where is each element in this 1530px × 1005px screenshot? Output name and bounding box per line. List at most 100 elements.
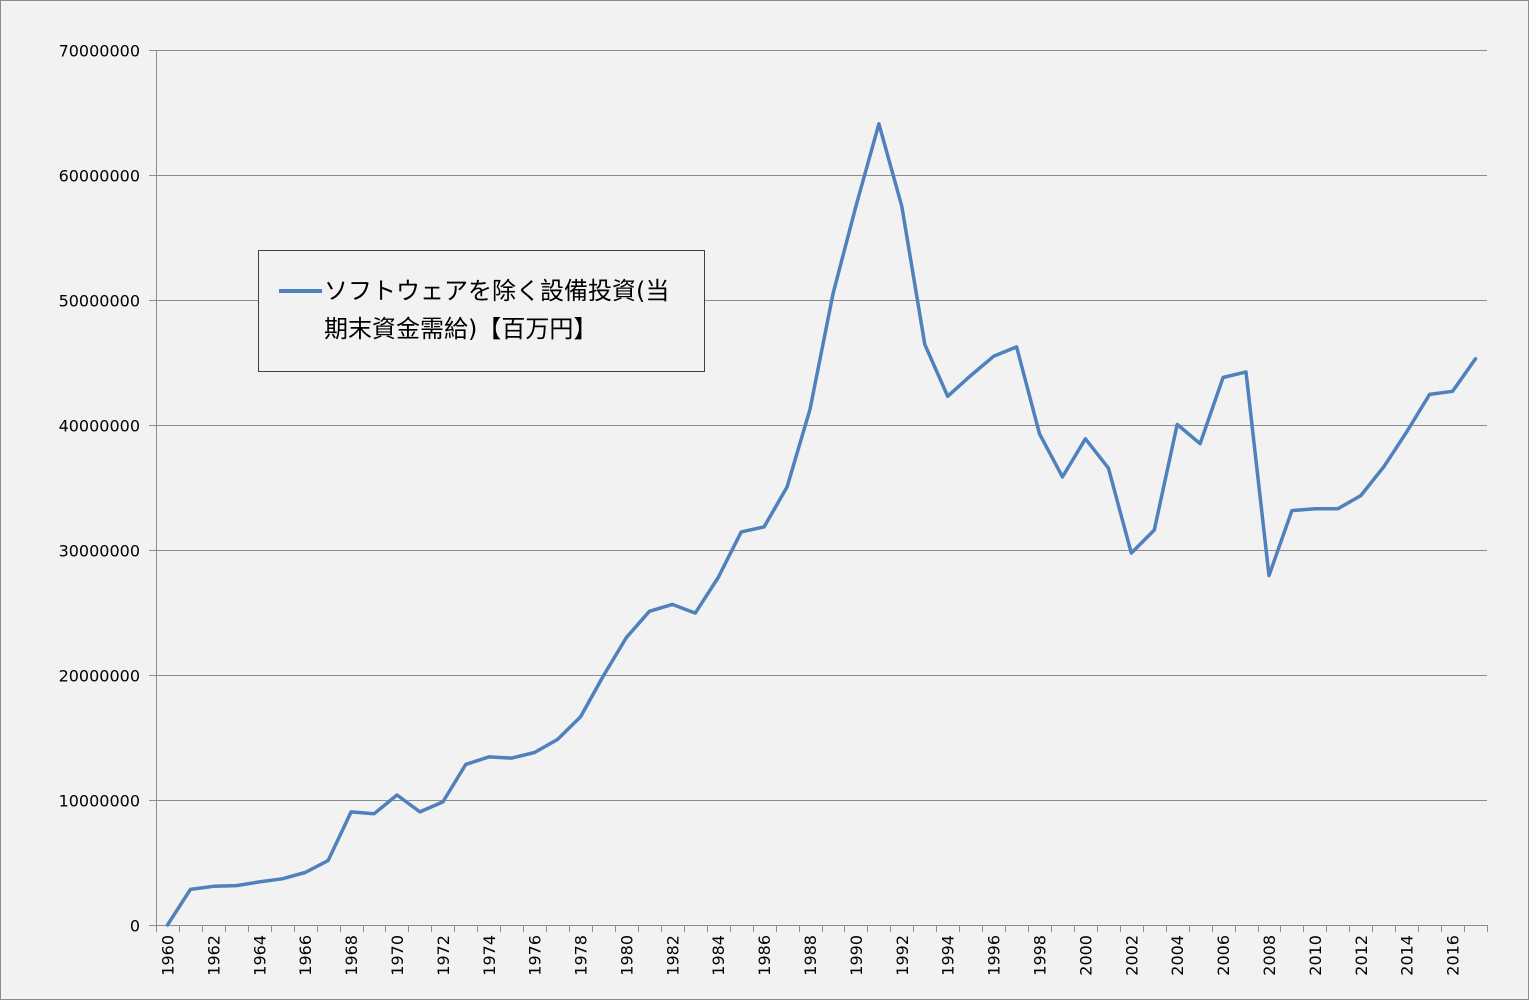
data-point	[533, 751, 536, 754]
legend: ソフトウェアを除く設備投資(当 期末資金需給)【百万円】	[258, 250, 705, 372]
x-tick-label: 1988	[801, 935, 820, 976]
x-tick-label: 2012	[1352, 935, 1371, 976]
data-point	[969, 374, 972, 377]
x-tick-label: 1976	[526, 935, 545, 976]
data-point	[923, 343, 926, 346]
data-point	[831, 292, 835, 295]
data-point	[900, 205, 903, 208]
y-tick-label: 0	[130, 917, 140, 936]
series-lines	[165, 122, 1478, 927]
data-point	[212, 885, 215, 888]
data-point	[1084, 437, 1087, 440]
x-tick-label: 1984	[709, 935, 728, 976]
data-point	[1198, 442, 1202, 445]
y-tick-label: 70000000	[59, 42, 140, 61]
data-point	[1107, 466, 1110, 470]
legend-box	[258, 250, 705, 372]
data-point	[418, 810, 422, 814]
data-point	[671, 603, 674, 606]
x-tick-label: 2000	[1076, 935, 1095, 976]
data-point	[349, 810, 353, 814]
data-point	[1176, 423, 1179, 426]
x-tick-label: 1992	[893, 935, 912, 976]
y-tick-label: 20000000	[59, 667, 140, 686]
data-point	[556, 738, 559, 741]
x-tick-label: 1964	[250, 935, 269, 976]
data-point	[854, 205, 858, 208]
x-tick-label: 2008	[1260, 935, 1279, 976]
data-point	[1474, 357, 1477, 360]
data-point	[762, 525, 766, 529]
data-point	[1359, 494, 1363, 497]
legend-label-line-2: 期末資金需給)【百万円】	[324, 315, 597, 343]
x-tick-label: 2002	[1122, 935, 1141, 976]
data-point	[395, 793, 399, 797]
data-point	[1267, 574, 1271, 577]
x-tick-label: 1968	[342, 935, 361, 976]
x-tick-label: 1974	[480, 935, 499, 976]
x-tick-label: 1972	[434, 935, 453, 976]
x-tick-label: 1986	[755, 935, 774, 976]
data-point	[189, 888, 192, 891]
y-tick-label: 60000000	[59, 167, 140, 186]
x-tick-label: 1966	[296, 935, 315, 976]
data-point	[1451, 390, 1454, 393]
data-point	[1428, 393, 1431, 396]
x-tick-label: 2010	[1306, 935, 1325, 976]
x-tick-label: 1980	[617, 935, 636, 976]
x-tick-label: 1990	[847, 935, 866, 976]
data-point	[1061, 475, 1064, 479]
data-point	[1153, 528, 1156, 532]
data-point	[1405, 430, 1408, 434]
x-tick-label: 2006	[1214, 935, 1233, 976]
data-point	[877, 122, 881, 126]
x-tick-label: 1978	[572, 935, 591, 976]
axes	[149, 50, 1488, 932]
x-tick-label: 1994	[939, 935, 958, 976]
data-point	[1015, 345, 1018, 349]
data-point	[1130, 551, 1133, 555]
data-point	[785, 485, 789, 489]
y-tick-label: 10000000	[59, 792, 140, 811]
data-point	[1313, 507, 1317, 510]
x-tick-label: 1970	[388, 935, 407, 976]
data-point	[1221, 376, 1225, 379]
data-point	[717, 576, 720, 579]
x-tick-label: 2004	[1168, 935, 1187, 976]
data-point	[579, 715, 582, 719]
data-point	[441, 800, 445, 804]
y-tick-label: 40000000	[59, 417, 140, 436]
y-tick-label: 50000000	[59, 292, 140, 311]
x-tick-label: 1998	[1031, 935, 1050, 976]
data-point	[1244, 370, 1248, 374]
data-point	[808, 408, 812, 411]
data-point	[602, 674, 605, 677]
x-tick-label: 1962	[204, 935, 223, 976]
data-point	[326, 859, 330, 862]
y-tick-label: 30000000	[59, 542, 140, 561]
x-tick-label: 1996	[985, 935, 1004, 976]
data-point	[487, 755, 490, 759]
x-tick-label: 2014	[1398, 935, 1417, 976]
data-point	[694, 611, 697, 615]
data-point	[258, 880, 261, 884]
data-point	[648, 610, 651, 613]
data-point	[166, 923, 169, 927]
data-point	[235, 884, 238, 887]
data-point	[1038, 432, 1041, 435]
x-tick-label: 1982	[663, 935, 682, 976]
x-tick-labels: 1960 1962 1964 1966 1968 1970 1972 1974 1976 1978…	[158, 935, 1462, 976]
legend-label-line-1: ソフトウェアを除く設備投資(当	[324, 277, 669, 305]
y-tick-labels: 0 10000000 20000000 30000000 40000000 5000000…	[59, 42, 140, 936]
data-point	[464, 763, 467, 766]
series-line-0	[165, 122, 1478, 927]
x-tick-label: 1960	[158, 935, 177, 976]
x-tick-label: 2016	[1444, 935, 1463, 976]
data-point	[304, 871, 307, 874]
data-point	[625, 636, 628, 639]
data-point	[992, 355, 995, 358]
data-point	[1382, 465, 1385, 469]
